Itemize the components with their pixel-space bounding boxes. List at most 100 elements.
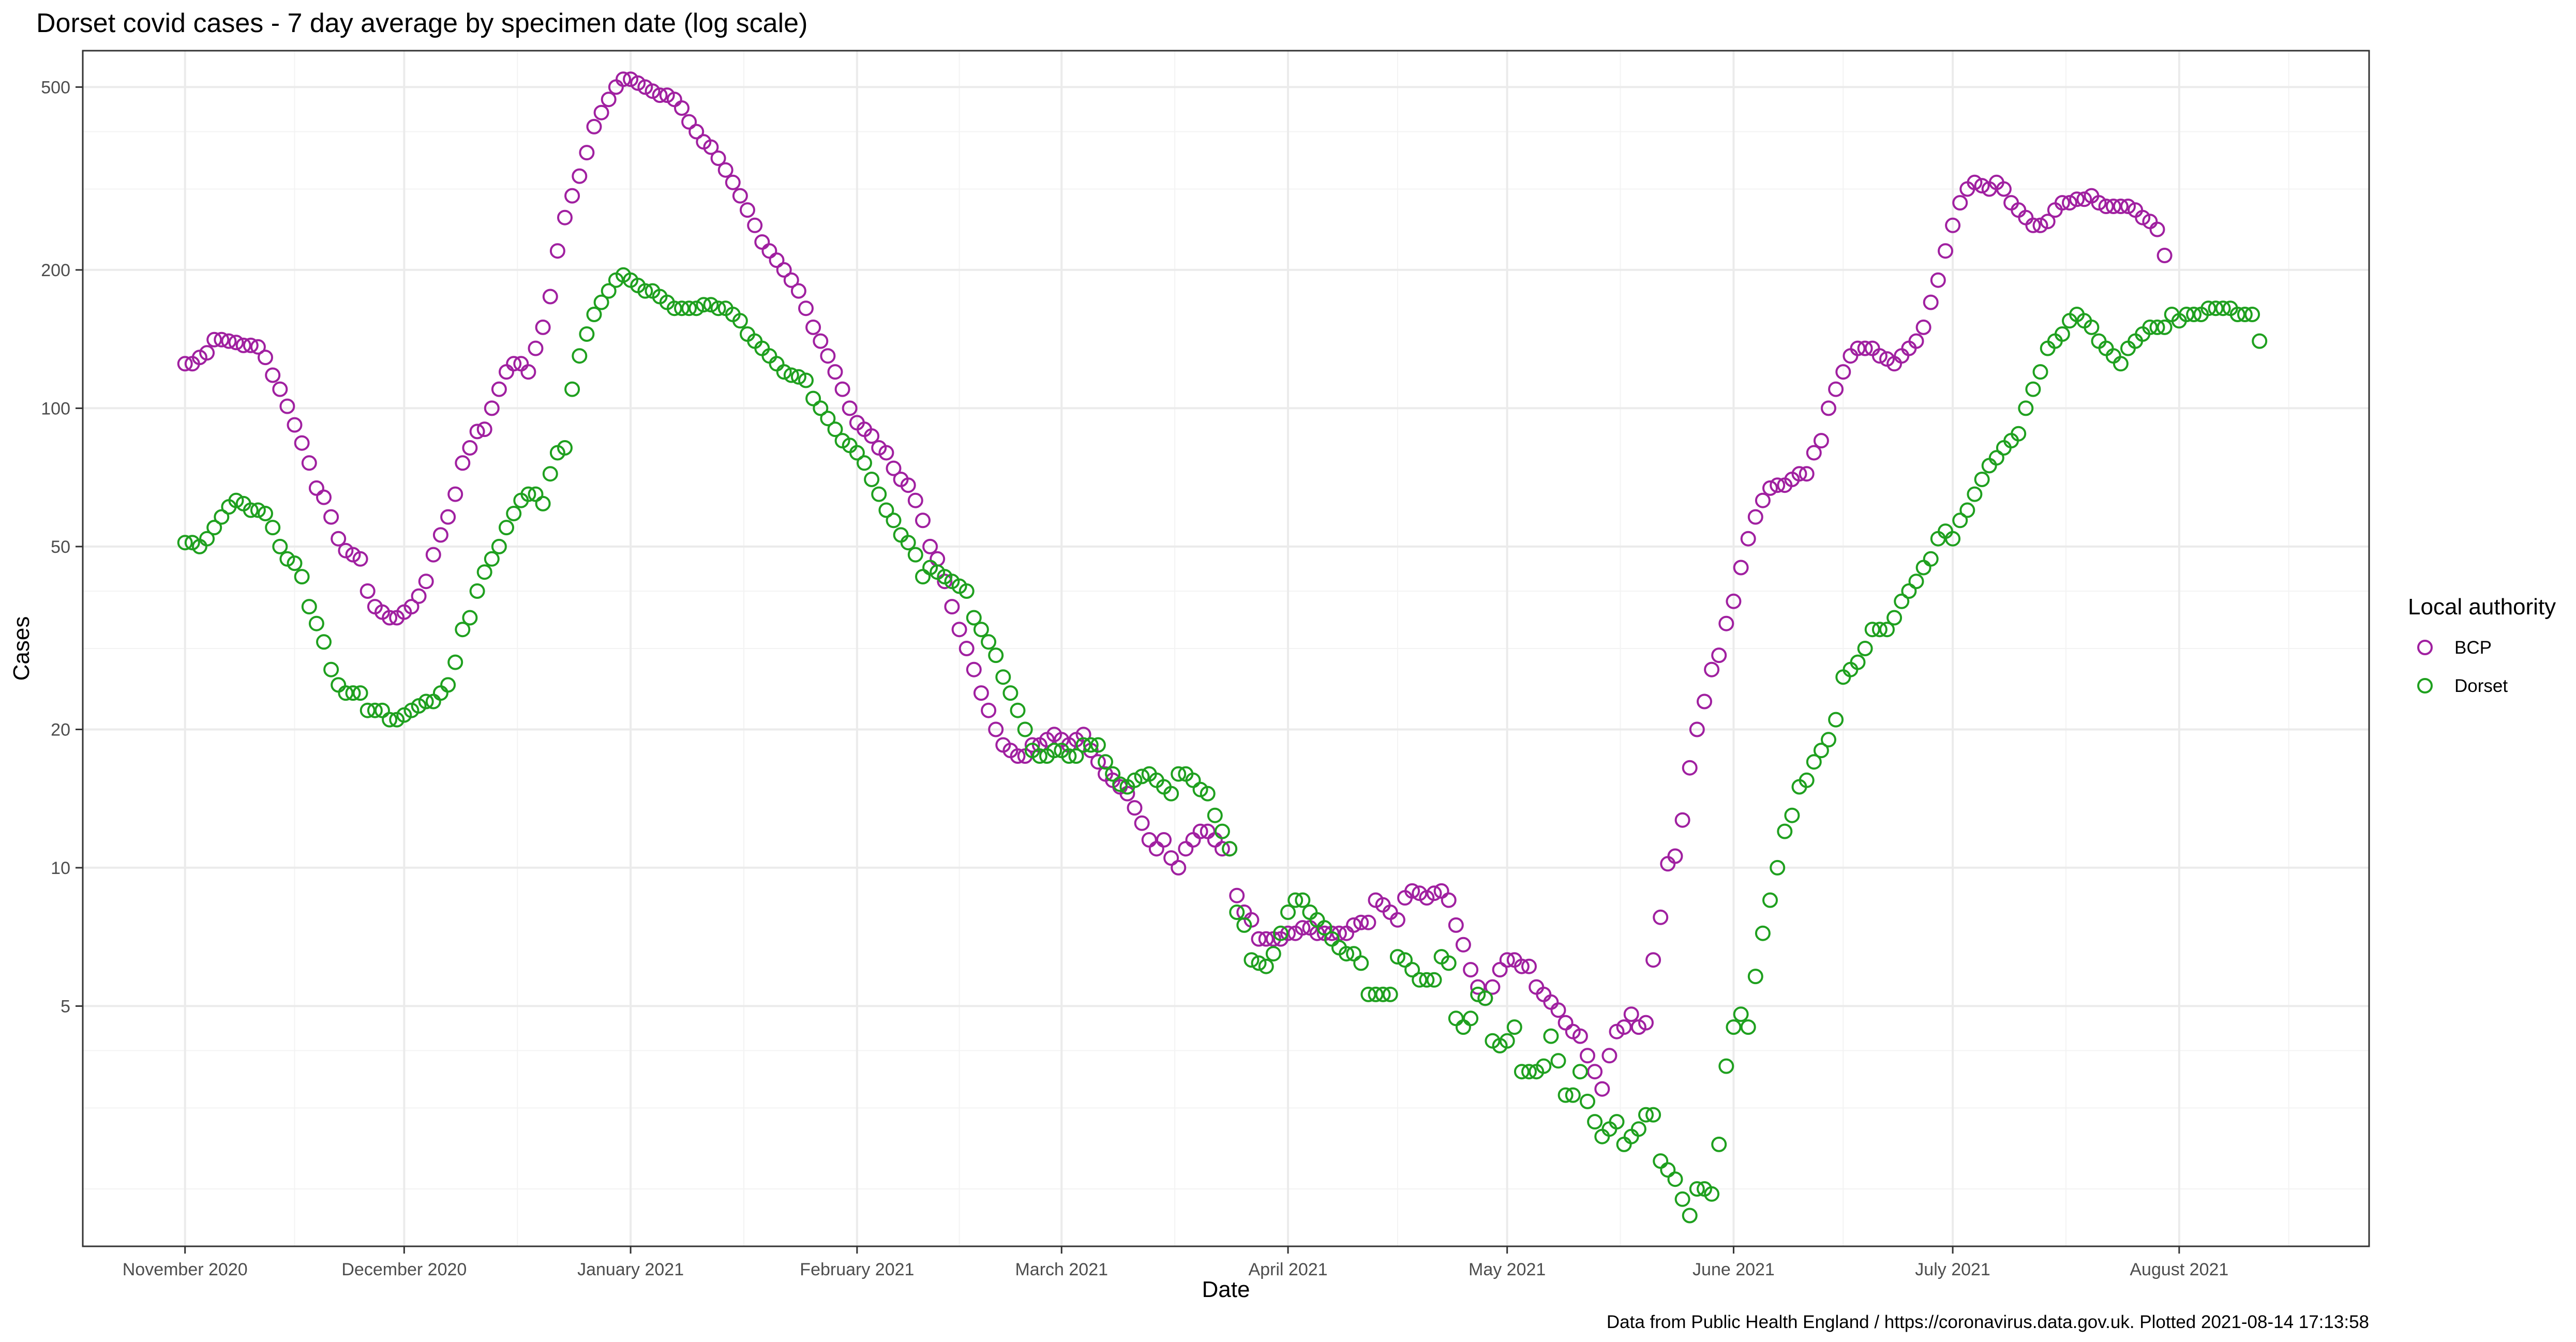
point-dorset [506,506,522,521]
point-dorset [1689,1181,1705,1197]
point-bcp [878,445,894,461]
point-bcp [703,139,719,155]
point-bcp [2156,248,2173,263]
x-tick-label: May 2021 [1469,1260,1546,1279]
point-bcp [228,335,244,351]
point-dorset [1207,807,1223,823]
point-dorset [1463,1011,1479,1027]
point-bcp [177,356,193,372]
point-dorset [1397,952,1413,968]
point-dorset [1419,972,1435,988]
point-dorset [1382,986,1398,1002]
point-bcp [1616,1019,1632,1035]
point-bcp [790,283,806,299]
point-dorset [601,283,617,299]
point-bcp [732,188,748,204]
point-bcp [1156,832,1172,848]
point-bcp [630,75,646,91]
point-dorset [2215,300,2231,316]
point-dorset [2032,364,2048,380]
point-bcp [688,124,705,140]
point-bcp [1192,823,1208,839]
point-bcp [1163,850,1179,866]
point-bcp [462,440,478,456]
point-bcp [2076,191,2092,207]
point-bcp [294,435,310,451]
point-bcp [1426,885,1442,901]
point-dorset [1031,748,1047,764]
x-axis: November 2020 December 2020 January 2021 Fe… [123,1246,2228,1279]
point-bcp [352,551,368,567]
point-bcp [1857,340,1873,356]
point-bcp [557,209,573,225]
point-dorset [1010,702,1026,718]
point-bcp [776,262,792,278]
point-bcp [1726,593,1742,609]
point-dorset [1572,1064,1588,1080]
point-bcp [988,721,1004,737]
x-tick-label: February 2021 [800,1260,914,1279]
point-bcp [586,118,602,134]
point-dorset [250,502,266,518]
point-dorset [1127,772,1143,788]
point-dorset [1477,990,1493,1006]
point-dorset [674,300,690,316]
point-dorset [2208,300,2224,316]
point-bcp [432,527,448,543]
point-dorset [790,369,806,385]
point-dorset [1412,972,1428,988]
point-dorset [564,381,580,397]
point-bcp [542,289,558,305]
point-dorset [900,535,916,551]
point-bcp [206,331,222,348]
point-bcp [199,345,215,361]
point-bcp [1214,841,1230,857]
legend-key-bcp [2417,640,2433,655]
point-bcp [1389,912,1405,928]
point-bcp [2091,195,2107,211]
point-bcp [1521,958,1537,974]
point-bcp [981,702,997,718]
point-dorset [258,506,273,521]
point-bcp [951,622,967,638]
point-bcp [1667,848,1683,864]
point-dorset [1112,776,1128,792]
point-dorset [871,486,887,502]
point-dorset [1908,574,1924,590]
point-dorset [2054,326,2070,342]
point-bcp [1353,914,1369,930]
point-dorset [1850,654,1866,670]
point-dorset [1404,962,1420,978]
point-bcp [564,188,580,204]
point-bcp [272,381,288,397]
point-dorset [1368,986,1384,1002]
point-bcp [1828,381,1844,397]
y-axis-title: Cases [9,616,34,681]
point-dorset [228,492,244,508]
point-dorset [907,547,923,563]
point-bcp [1799,466,1815,482]
point-bcp [221,333,237,349]
point-bcp [2135,209,2151,225]
point-bcp [842,400,858,416]
point-bcp [418,574,434,590]
point-bcp [1572,1028,1588,1044]
point-dorset [1105,766,1121,782]
point-dorset [1090,737,1106,753]
point-bcp [601,92,617,108]
point-bcp [1711,647,1727,664]
legend-key-dorset [2417,678,2433,693]
point-dorset [1339,946,1354,962]
point-bcp [1601,1048,1618,1064]
point-dorset [827,421,843,438]
y-axis: 5 10 20 50 100 200 500 [41,78,83,1016]
point-dorset [681,300,697,316]
point-dorset [316,634,332,650]
point-bcp [637,79,653,95]
x-tick-label: August 2021 [2130,1260,2228,1279]
x-tick-label: April 2021 [1248,1260,1327,1279]
point-bcp [1360,914,1376,930]
point-dorset [1609,1114,1625,1130]
point-bcp [674,100,690,116]
point-dorset [2084,319,2100,335]
